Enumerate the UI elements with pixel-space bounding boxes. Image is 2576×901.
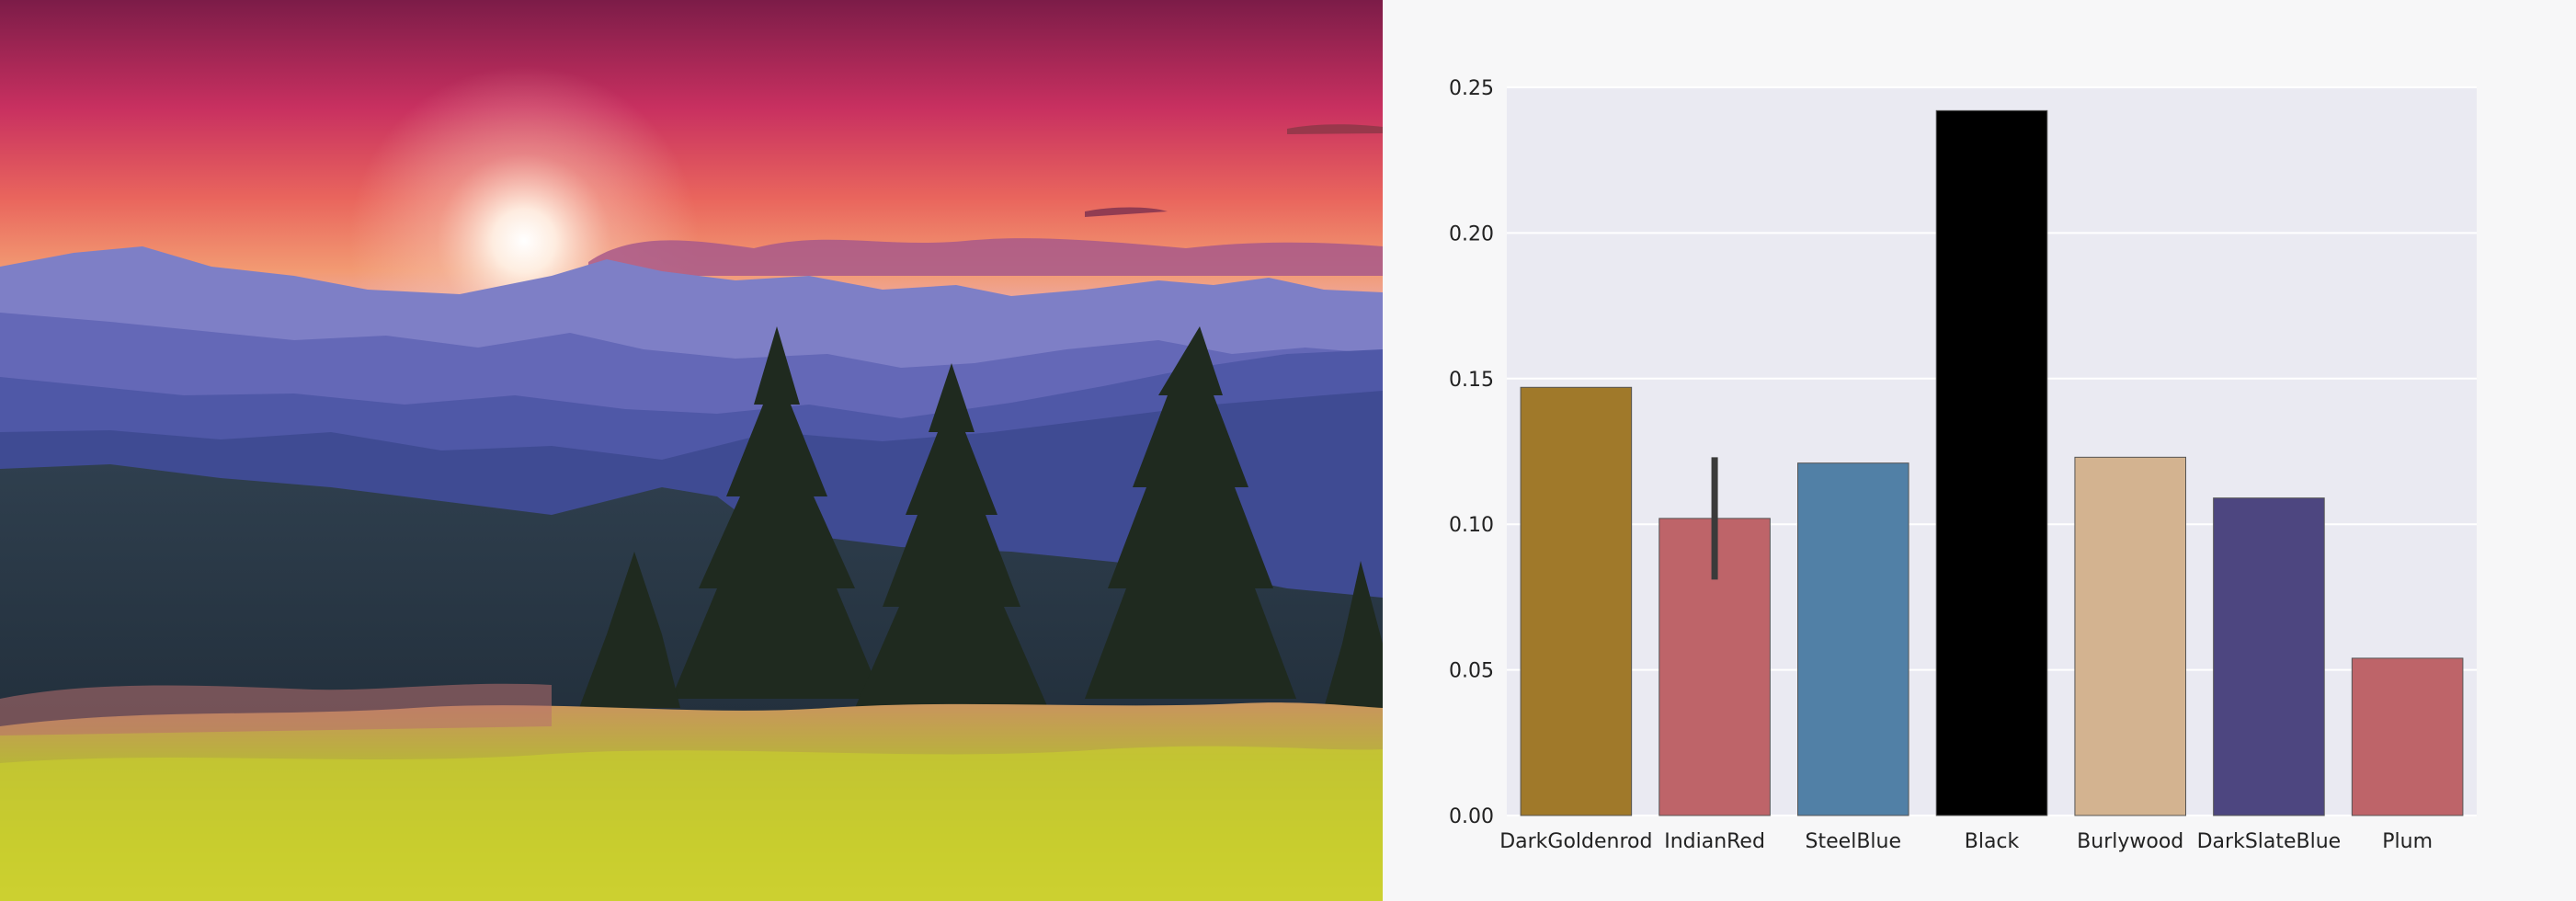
bar-darkgoldenrod xyxy=(1520,386,1633,816)
landscape-photo xyxy=(0,0,1383,901)
x-tick-label: Burlywood xyxy=(2077,830,2183,853)
y-tick-label: 0.05 xyxy=(1449,660,1494,683)
x-tick-labels: DarkGoldenrod IndianRed SteelBlue Black Burl… xyxy=(1499,830,2433,853)
y-tick-labels: 0.00 0.05 0.10 0.15 0.20 0.25 xyxy=(1449,77,1494,828)
bar-plum xyxy=(2351,657,2464,816)
y-tick-label: 0.00 xyxy=(1449,805,1494,828)
y-tick-label: 0.20 xyxy=(1449,222,1494,245)
x-tick-label: Plum xyxy=(2382,830,2433,853)
x-tick-label: DarkSlateBlue xyxy=(2197,830,2342,853)
x-tick-label: SteelBlue xyxy=(1806,830,1901,853)
bar-steelblue xyxy=(1797,462,1909,816)
bar-darkslateblue xyxy=(2213,497,2325,816)
y-tick-label: 0.25 xyxy=(1449,77,1494,100)
y-tick-label: 0.10 xyxy=(1449,514,1494,537)
bar-burlywood xyxy=(2074,456,2187,816)
x-tick-label: IndianRed xyxy=(1664,830,1765,853)
y-tick-label: 0.15 xyxy=(1449,369,1494,392)
bars xyxy=(1520,109,2464,816)
chart-panel: 0.00 0.05 0.10 0.15 0.20 0.25 DarkGoldenrod In… xyxy=(1383,0,2576,901)
bar-black xyxy=(1935,109,2048,816)
x-tick-label: DarkGoldenrod xyxy=(1499,830,1652,853)
x-tick-label: Black xyxy=(1965,830,2020,853)
bar-chart: 0.00 0.05 0.10 0.15 0.20 0.25 DarkGoldenrod In… xyxy=(1449,77,2477,853)
